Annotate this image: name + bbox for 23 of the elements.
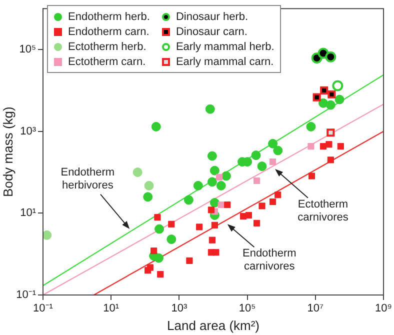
legend-label: Ectotherm herb. bbox=[68, 40, 146, 52]
annotation: Endotherm herbivores bbox=[60, 166, 115, 192]
y-tick-label: 10⁵ bbox=[19, 44, 36, 56]
legend-label: Ectotherm carn. bbox=[68, 56, 146, 68]
x-tick-label: 10⁻¹ bbox=[33, 302, 54, 315]
y-tick-label: 10³ bbox=[20, 125, 36, 138]
x-tick-label: 10⁵ bbox=[238, 302, 256, 315]
x-tick-label: 10⁷ bbox=[307, 302, 324, 315]
legend-label: Endotherm herb. bbox=[68, 10, 150, 22]
legend-label: Early mammal herb. bbox=[176, 40, 274, 52]
x-tick-label: 10⁹ bbox=[375, 302, 392, 315]
y-tick-label: 10¹ bbox=[20, 207, 36, 220]
y-tick-label: 10⁻¹ bbox=[16, 289, 36, 302]
legend-label: Endotherm carn. bbox=[68, 26, 150, 38]
annotation: Ectotherm carnivores bbox=[298, 198, 349, 224]
annotation: Endotherm carnivores bbox=[242, 248, 296, 273]
x-tick-label: 10³ bbox=[171, 302, 188, 315]
legend-label: Early mammal carn. bbox=[176, 56, 274, 68]
x-tick-label: 10¹ bbox=[103, 302, 120, 315]
legend-label: Dinosaur carn. bbox=[176, 26, 248, 38]
x-axis-title: Land area (km²) bbox=[167, 318, 260, 333]
legend-label: Dinosaur herb. bbox=[176, 10, 248, 22]
y-axis-title: Body mass (kg) bbox=[0, 106, 16, 197]
